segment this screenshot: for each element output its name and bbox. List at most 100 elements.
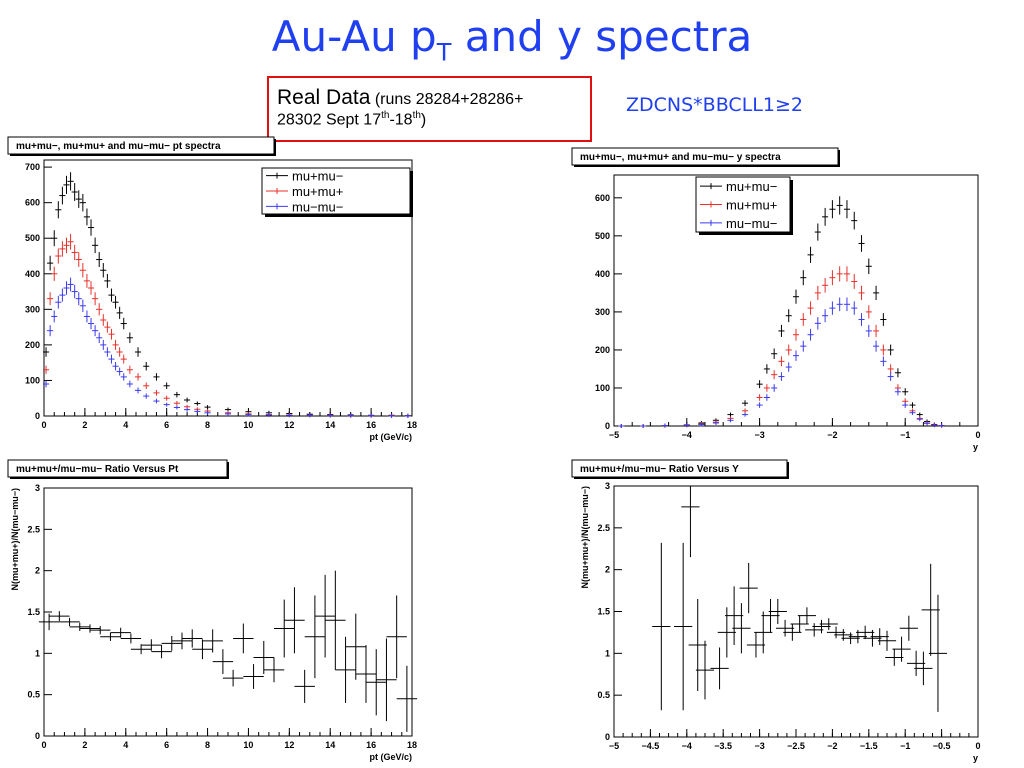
y-tick-label: 0: [35, 731, 40, 741]
x-tick-label: −3: [754, 741, 764, 751]
y-tick-label: 0: [605, 732, 610, 742]
x-tick-label: 14: [325, 420, 335, 430]
plot-frame: [43, 487, 413, 737]
x-tick-label: 2: [82, 740, 87, 750]
chart-title: mu+mu−, mu+mu+ and mu−mu− pt spectra: [16, 141, 221, 152]
trigger-condition: ZDCNS*BBCLL1≥2: [626, 94, 803, 116]
y-tick-label: 0: [35, 411, 40, 421]
x-tick-label: −4: [682, 741, 692, 751]
legend-entry: mu+mu−: [292, 169, 343, 184]
x-tick-label: −1: [900, 430, 910, 440]
chart-title: mu+mu−, mu+mu+ and mu−mu− y spectra: [580, 152, 781, 163]
legend-entry: mu+mu+: [726, 198, 777, 213]
chart-y_spectra: mu+mu−, mu+mu+ and mu−mu− y spectra 0 100 2…: [571, 147, 981, 452]
x-tick-label: −3: [754, 430, 764, 440]
x-tick-label: 8: [205, 420, 210, 430]
series-1: [618, 266, 945, 428]
x-tick-label: 18: [407, 420, 417, 430]
chart-ratio_pt: mu+mu+/mu−mu− Ratio Versus Pt 0 0.5 1 1.5 2 2.…: [7, 459, 418, 762]
y-axis-label: N(mu+mu+)/N(mu−mu−): [580, 486, 590, 589]
title-main: Au-Au p: [271, 12, 437, 61]
x-tick-label: 2: [82, 420, 87, 430]
x-tick-label: 12: [284, 740, 294, 750]
x-tick-label: 6: [164, 740, 169, 750]
y-tick-label: 300: [595, 307, 610, 317]
y-tick-label: 3: [35, 483, 40, 493]
y-tick-label: 1: [35, 648, 40, 658]
x-axis-label: pt (GeV/c): [369, 432, 412, 442]
x-tick-label: 16: [366, 740, 376, 750]
slide-title: Au-Au pT and y spectra: [0, 10, 1024, 79]
runs-date-a: 28302 Sept 17: [277, 111, 382, 129]
series-2: [42, 277, 411, 418]
x-tick-label: −2.5: [787, 741, 805, 751]
x-tick-label: 6: [164, 420, 169, 430]
chart-title: mu+mu+/mu−mu− Ratio Versus Pt: [16, 464, 179, 475]
y-tick-label: 200: [25, 340, 40, 350]
y-tick-label: 0: [605, 421, 610, 431]
x-tick-label: 18: [407, 740, 417, 750]
x-tick-label: −5: [609, 741, 619, 751]
runs-line2: 28302 Sept 17th-18th): [277, 110, 582, 129]
y-tick-label: 500: [25, 233, 40, 243]
real-data-label: Real Data: [277, 86, 371, 109]
x-tick-label: −4: [682, 430, 692, 440]
chart-title-box: [7, 459, 228, 478]
chart-title-box: [7, 136, 275, 155]
runs-th-1: th: [381, 110, 390, 121]
y-axis-label: N(mu+mu+)/N(mu−mu−): [10, 488, 20, 591]
legend-entry: mu+mu+: [292, 184, 343, 199]
title-rest: and y spectra: [451, 12, 753, 61]
y-tick-label: 1: [605, 648, 610, 658]
x-tick-label: 4: [123, 740, 128, 750]
y-tick-label: 0.5: [27, 690, 40, 700]
chart-title: mu+mu+/mu−mu− Ratio Versus Y: [580, 464, 739, 475]
legend-entry: mu−mu−: [726, 216, 777, 231]
real-data-box: Real Data (runs 28284+28286+ 28302 Sept …: [267, 76, 592, 142]
y-tick-label: 2: [605, 565, 610, 575]
y-tick-label: 400: [25, 269, 40, 279]
x-tick-label: 16: [366, 420, 376, 430]
runs-date-b: -18: [389, 111, 413, 129]
chart-title-box: [571, 147, 839, 166]
legend-entry: mu+mu−: [726, 179, 777, 194]
x-tick-label: 0: [975, 741, 980, 751]
y-tick-label: 700: [25, 162, 40, 172]
x-tick-label: 0: [975, 430, 980, 440]
x-tick-label: −4.5: [642, 741, 660, 751]
x-tick-label: −2: [827, 741, 837, 751]
x-tick-label: 0: [41, 420, 46, 430]
x-tick-label: 0: [41, 740, 46, 750]
chart-pt_spectra: mu+mu−, mu+mu+ and mu−mu− pt spectra0100…: [7, 136, 417, 442]
x-tick-label: −5: [609, 430, 619, 440]
x-tick-label: −1: [900, 741, 910, 751]
x-tick-label: 8: [205, 740, 210, 750]
x-tick-label: −0.5: [933, 741, 951, 751]
series-2: [618, 297, 945, 428]
chart-title-box: [571, 459, 788, 478]
y-tick-label: 100: [595, 383, 610, 393]
y-tick-label: 0.5: [597, 690, 610, 700]
x-axis-label: pt (GeV/c): [369, 752, 412, 762]
y-tick-label: 3: [605, 481, 610, 491]
x-axis-label: y: [973, 442, 978, 452]
series-0: [42, 172, 411, 418]
y-tick-label: 300: [25, 304, 40, 314]
y-tick-label: 600: [595, 193, 610, 203]
x-tick-label: −1.5: [860, 741, 878, 751]
y-tick-label: 600: [25, 198, 40, 208]
x-tick-label: 4: [123, 420, 128, 430]
title-subscript: T: [436, 38, 452, 67]
runs-date-c: ): [420, 111, 427, 129]
y-tick-label: 400: [595, 269, 610, 279]
y-tick-label: 2.5: [27, 524, 40, 534]
legend-entry: mu−mu−: [292, 199, 343, 214]
x-axis-label: y: [973, 753, 978, 763]
y-tick-label: 2: [35, 566, 40, 576]
x-tick-label: −2: [827, 430, 837, 440]
y-tick-label: 2.5: [597, 523, 610, 533]
x-tick-label: 10: [243, 740, 253, 750]
plot-frame: [613, 485, 979, 738]
y-tick-label: 1.5: [27, 607, 40, 617]
